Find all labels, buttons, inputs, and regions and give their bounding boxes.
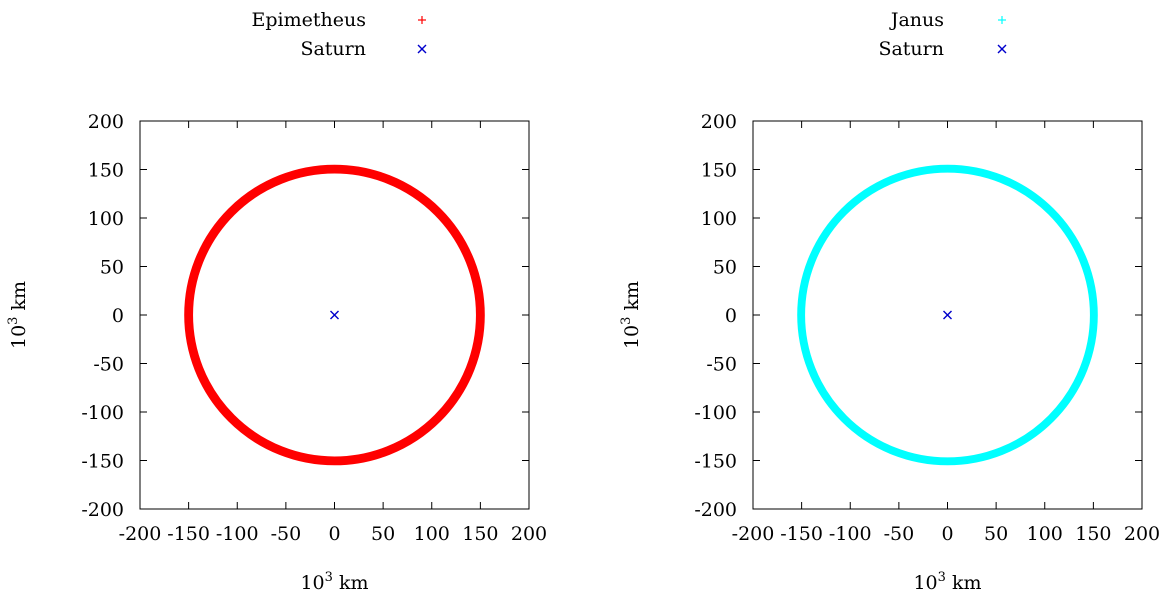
x-tick-label: 100 xyxy=(1027,523,1063,545)
y-tick-label: 100 xyxy=(701,208,737,230)
legend-label: Saturn xyxy=(300,38,366,60)
x-axis-label: 103 km xyxy=(913,570,981,594)
y-tick-label: 0 xyxy=(725,305,737,327)
x-tick-label: 0 xyxy=(941,523,953,545)
orbit-ring-epimetheus xyxy=(184,164,485,466)
x-tick-label: -200 xyxy=(119,523,162,545)
x-tick-label: 200 xyxy=(511,523,547,545)
y-tick-label: -50 xyxy=(93,354,124,376)
data-point-saturn xyxy=(943,310,952,320)
y-tick-label: -200 xyxy=(81,499,124,521)
data-point-saturn xyxy=(330,310,339,320)
orbit-ring-janus xyxy=(797,164,1098,466)
y-tick-label: -50 xyxy=(706,354,737,376)
x-tick-label: -150 xyxy=(167,523,210,545)
y-axis-label: 103 km xyxy=(6,281,30,349)
x-tick-label: 100 xyxy=(414,523,450,545)
x-tick-label: -100 xyxy=(829,523,872,545)
y-tick-label: -150 xyxy=(694,451,737,473)
y-tick-label: 50 xyxy=(100,257,124,279)
x-tick-label: -200 xyxy=(732,523,775,545)
legend-marker xyxy=(997,44,1007,54)
y-tick-label: 200 xyxy=(88,111,124,133)
x-tick-label: 50 xyxy=(371,523,395,545)
legend-label: Saturn xyxy=(878,38,944,60)
x-tick-label: 150 xyxy=(462,523,498,545)
y-tick-label: 100 xyxy=(88,208,124,230)
x-tick-label: 150 xyxy=(1075,523,1111,545)
y-tick-label: 0 xyxy=(112,305,124,327)
x-axis-label: 103 km xyxy=(300,570,368,594)
y-axis-label: 103 km xyxy=(619,281,643,349)
y-tick-label: -150 xyxy=(81,451,124,473)
y-tick-label: 150 xyxy=(88,160,124,182)
y-tick-label: 150 xyxy=(701,160,737,182)
x-tick-label: -50 xyxy=(271,523,302,545)
x-tick-label: 200 xyxy=(1124,523,1160,545)
x-tick-label: -150 xyxy=(780,523,823,545)
x-tick-label: 50 xyxy=(984,523,1008,545)
y-tick-label: 50 xyxy=(713,257,737,279)
legend-label: Epimetheus xyxy=(252,9,366,31)
y-tick-label: -100 xyxy=(81,402,124,424)
y-tick-label: 200 xyxy=(701,111,737,133)
y-tick-label: -100 xyxy=(694,402,737,424)
x-tick-label: 0 xyxy=(328,523,340,545)
legend-label: Janus xyxy=(889,9,944,31)
legend-marker xyxy=(417,44,427,54)
x-tick-label: -100 xyxy=(216,523,259,545)
y-tick-label: -200 xyxy=(694,499,737,521)
x-tick-label: -50 xyxy=(884,523,915,545)
